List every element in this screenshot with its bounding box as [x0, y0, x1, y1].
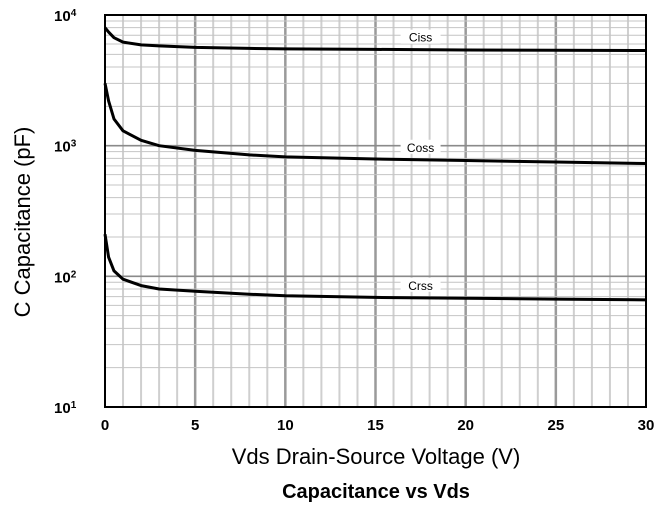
- y-tick-label: 102: [54, 269, 77, 287]
- x-tick-labels: 0 5 10 15 20 25 30: [101, 417, 655, 434]
- series-label-background: [400, 139, 441, 154]
- series-label-crss: Crss: [408, 279, 433, 293]
- series-line-crss: [103, 233, 647, 302]
- y-tick-labels: 101 102 103 104: [54, 8, 77, 418]
- series-label-ciss: Ciss: [409, 31, 432, 45]
- chart-title: Capacitance vs Vds: [282, 481, 470, 503]
- series-label-background: [400, 29, 441, 44]
- x-axis-label: Vds Drain-Source Voltage (V): [232, 444, 521, 469]
- grid: [105, 15, 646, 407]
- label-layer: Ciss Coss Crss: [400, 29, 441, 293]
- y-tick-label: 104: [54, 8, 77, 26]
- plot-frame: [104, 14, 647, 408]
- series-label-coss: Coss: [407, 141, 434, 155]
- series-layer: [103, 26, 647, 302]
- series-line-ciss: [103, 26, 647, 52]
- y-tick-label: 101: [54, 400, 77, 418]
- x-tick-label: 5: [191, 417, 199, 434]
- y-tick-label: 103: [54, 138, 77, 156]
- series-line-coss: [103, 82, 647, 165]
- x-tick-label: 20: [457, 417, 474, 434]
- x-tick-label: 0: [101, 417, 109, 434]
- x-tick-label: 15: [367, 417, 384, 434]
- x-tick-label: 25: [547, 417, 564, 434]
- x-tick-label: 10: [277, 417, 294, 434]
- y-axis-label: C Capacitance (pF): [10, 127, 35, 318]
- series-label-background: [400, 277, 441, 292]
- x-tick-label: 30: [638, 417, 655, 434]
